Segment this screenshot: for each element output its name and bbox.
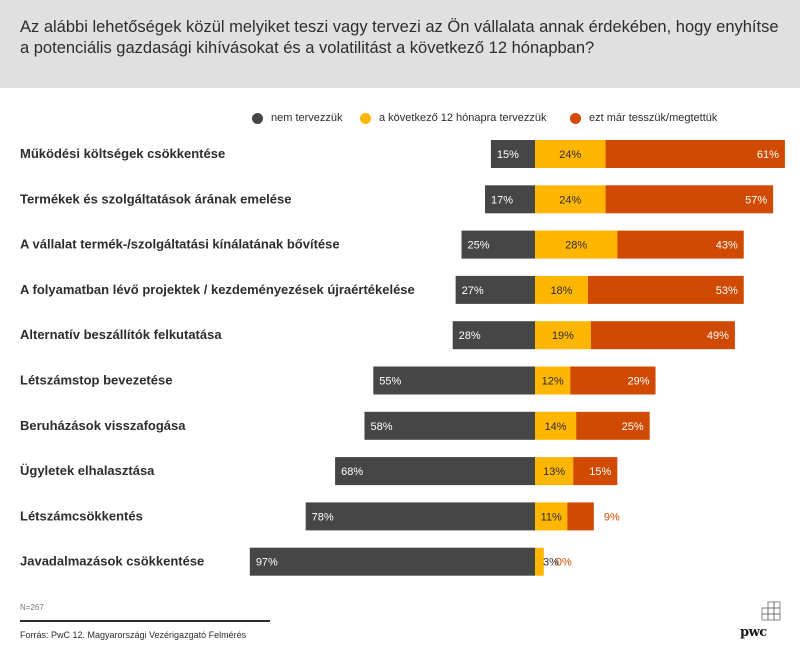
data-label-done: 57% [745, 194, 767, 206]
legend-item-not-planned: nem tervezzük [252, 110, 343, 126]
data-label-done: 9% [604, 511, 620, 523]
question-title: Az alábbi lehetőségek közül melyiket tes… [20, 18, 779, 57]
bar-not-planned [490, 140, 535, 168]
data-label-planned: 13% [543, 466, 565, 478]
data-label-done: 15% [589, 466, 611, 478]
category-label: A folyamatban lévő projektek / kezdemény… [20, 282, 415, 297]
bar-done [587, 275, 744, 304]
bar-not-planned [485, 185, 535, 214]
data-label-not-planned: 58% [370, 421, 392, 433]
bar-planned [535, 502, 568, 531]
data-label-planned: 24% [559, 194, 581, 206]
data-label-planned: 11% [541, 511, 562, 523]
data-label-not-planned: 17% [491, 194, 513, 206]
bar-not-planned [452, 321, 535, 350]
bar-not-planned [305, 502, 535, 531]
bar-done [605, 185, 774, 214]
data-label-done: 29% [628, 376, 650, 388]
bar-planned [535, 230, 618, 259]
legend-label-planned: a következő 12 hónapra tervezzük [379, 112, 547, 124]
sample-size-note: N=267 [20, 603, 44, 612]
data-label-not-planned: 68% [341, 466, 363, 478]
chart-legend: nem tervezzük a következő 12 hónapra ter… [0, 110, 800, 126]
bar-done [590, 321, 735, 350]
data-label-planned: 24% [559, 149, 581, 161]
data-label-not-planned: 27% [462, 285, 484, 297]
data-label-planned: 18% [550, 285, 572, 297]
bar-planned [535, 411, 577, 440]
bar-done [576, 411, 650, 440]
data-label-done: 49% [707, 330, 729, 342]
bar-planned [535, 275, 588, 304]
data-label-done: 0% [556, 557, 572, 569]
data-label-not-planned: 97% [256, 557, 278, 569]
data-label-planned: 12% [542, 376, 564, 388]
category-label: Létszámstop bevezetése [20, 373, 172, 388]
category-label: Javadalmazások csökkentése [20, 554, 204, 569]
pwc-logo: pwc [740, 600, 785, 640]
bar-planned [535, 366, 571, 395]
data-label-done: 25% [622, 421, 644, 433]
category-label: A vállalat termék-/szolgáltatási kínálat… [20, 237, 340, 252]
bar-done [605, 140, 785, 168]
legend-item-done: ezt már tesszük/megtettük [570, 110, 717, 126]
bar-not-planned [249, 547, 535, 576]
legend-swatch-planned [360, 112, 371, 124]
bar-not-planned [335, 457, 535, 486]
data-label-planned: 3% [543, 557, 559, 569]
bar-done [573, 457, 618, 486]
legend-item-planned: a következő 12 hónapra tervezzük [360, 110, 547, 126]
logo-grid-icon [761, 601, 781, 621]
data-label-planned: 19% [552, 330, 574, 342]
bar-done [570, 366, 656, 395]
category-label: Alternatív beszállítók felkutatása [20, 327, 222, 342]
bar-planned [535, 547, 544, 576]
footer-divider [20, 620, 270, 622]
legend-label-not-planned: nem tervezzük [271, 112, 343, 124]
question-header: Az alábbi lehetőségek közül melyiket tes… [0, 0, 800, 88]
bar-not-planned [373, 366, 535, 395]
bar-done [567, 502, 594, 531]
category-label: Létszámcsökkentés [20, 508, 143, 523]
bar-planned [535, 140, 606, 168]
data-label-done: 53% [716, 285, 738, 297]
legend-label-done: ezt már tesszük/megtettük [589, 112, 718, 124]
data-label-not-planned: 28% [459, 330, 481, 342]
category-label: Termékek és szolgáltatások árának emelés… [20, 191, 291, 206]
category-label: Működési költségek csökkentése [20, 146, 225, 161]
legend-swatch-done [570, 112, 581, 124]
data-label-done: 43% [716, 240, 738, 252]
source-note: Forrás: PwC 12. Magyarországi Vezérigazg… [20, 630, 247, 640]
category-label: Ügyletek elhalasztása [20, 463, 155, 478]
data-label-done: 61% [757, 149, 779, 161]
bar-done [617, 230, 744, 259]
bar-not-planned [461, 230, 535, 259]
bar-not-planned [364, 411, 535, 440]
data-label-planned: 28% [565, 240, 587, 252]
logo-wordmark: pwc [740, 625, 767, 640]
data-label-not-planned: 55% [379, 376, 401, 388]
bar-not-planned [455, 275, 535, 304]
legend-swatch-not-planned [252, 112, 263, 124]
data-label-planned: 14% [545, 421, 567, 433]
category-label: Beruházások visszafogása [20, 418, 186, 433]
data-label-not-planned: 25% [468, 240, 490, 252]
bar-planned [535, 185, 606, 214]
data-label-not-planned: 15% [497, 149, 519, 161]
bar-planned [535, 321, 591, 350]
data-label-not-planned: 78% [312, 511, 334, 523]
bar-planned [535, 457, 574, 486]
